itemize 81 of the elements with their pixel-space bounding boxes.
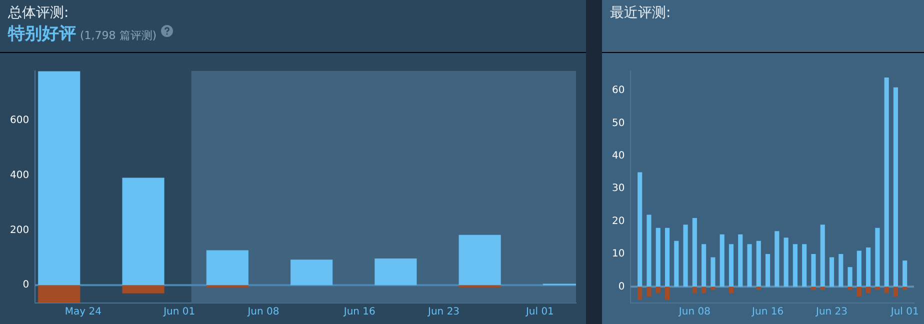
bar: [875, 228, 880, 287]
x-tick-label: Jun 01: [162, 306, 196, 318]
bar: [38, 71, 80, 286]
bar: [646, 286, 652, 296]
y-tick-label: 200: [10, 224, 30, 236]
y-tick-label: 600: [10, 115, 30, 126]
bar: [838, 254, 844, 287]
bar: [664, 228, 670, 287]
bar: [811, 286, 816, 290]
bar: [902, 286, 908, 290]
y-tick-label: 400: [10, 170, 30, 181]
bar: [766, 254, 770, 287]
bar: [122, 285, 164, 294]
y-tick-label: 30: [612, 183, 625, 194]
bar: [829, 257, 834, 287]
bar: [893, 87, 898, 287]
chart-subtitle: 特别好评: [8, 24, 76, 44]
bar: [656, 286, 660, 294]
bar: [710, 257, 716, 287]
bar: [374, 258, 417, 286]
y-tick-label: 10: [612, 248, 625, 260]
bar: [702, 244, 706, 287]
x-tick-label: Jun 16: [751, 306, 784, 318]
bar: [692, 218, 697, 287]
bar: [884, 78, 889, 287]
x-tick-label: Jun 08: [246, 306, 280, 318]
y-tick-label: 0: [618, 281, 625, 292]
bar: [774, 231, 780, 287]
bar: [674, 240, 679, 287]
bar: [206, 250, 248, 286]
bar: [756, 286, 761, 290]
bar: [692, 286, 697, 294]
bar: [856, 250, 862, 287]
x-tick-label: Jun 23: [427, 306, 460, 318]
bar: [884, 286, 889, 294]
bar: [747, 244, 752, 287]
x-tick-label: May 24: [64, 306, 102, 318]
bar: [893, 286, 898, 296]
bar: [122, 178, 164, 286]
bar: [656, 228, 660, 287]
bar: [38, 285, 80, 302]
bar: [820, 286, 825, 290]
bar: [811, 254, 816, 287]
y-tick-label: 50: [612, 118, 625, 129]
x-tick-label: Jul 01: [524, 306, 554, 318]
bar: [638, 286, 642, 300]
y-tick-label: 40: [612, 150, 625, 162]
y-tick-label: 0: [22, 280, 30, 291]
bar: [875, 286, 880, 290]
x-tick-label: Jun 08: [678, 306, 710, 318]
bar: [738, 234, 743, 287]
bar: [866, 286, 871, 294]
bar: [702, 286, 706, 294]
bar: [902, 260, 908, 287]
text: (1,798 篇评测): [80, 29, 157, 42]
x-tick-label: Jun 23: [814, 306, 848, 318]
bar: [784, 238, 788, 287]
x-tick-label: Jul 01: [890, 306, 919, 318]
bar: [458, 234, 501, 286]
bar: [728, 286, 734, 294]
bar: [720, 234, 724, 287]
bar: [756, 240, 761, 287]
bar: [728, 244, 734, 287]
bar: [866, 247, 871, 287]
x-tick-label: Jun 16: [342, 306, 376, 318]
bar: [848, 267, 852, 287]
bar: [856, 286, 862, 296]
bar: [820, 224, 825, 287]
chart-title: 最近评测:: [610, 4, 672, 22]
bar: [290, 260, 333, 286]
bar: [710, 286, 716, 290]
bar: [664, 286, 670, 300]
bar: [646, 214, 652, 287]
bar: [683, 224, 688, 287]
bar: [638, 172, 642, 287]
bar: [802, 244, 807, 287]
chart-title: 总体评测:: [8, 4, 70, 22]
bar: [792, 244, 798, 287]
bar: [848, 286, 852, 290]
y-tick-label: 60: [612, 85, 625, 96]
y-tick-label: 20: [612, 216, 625, 227]
